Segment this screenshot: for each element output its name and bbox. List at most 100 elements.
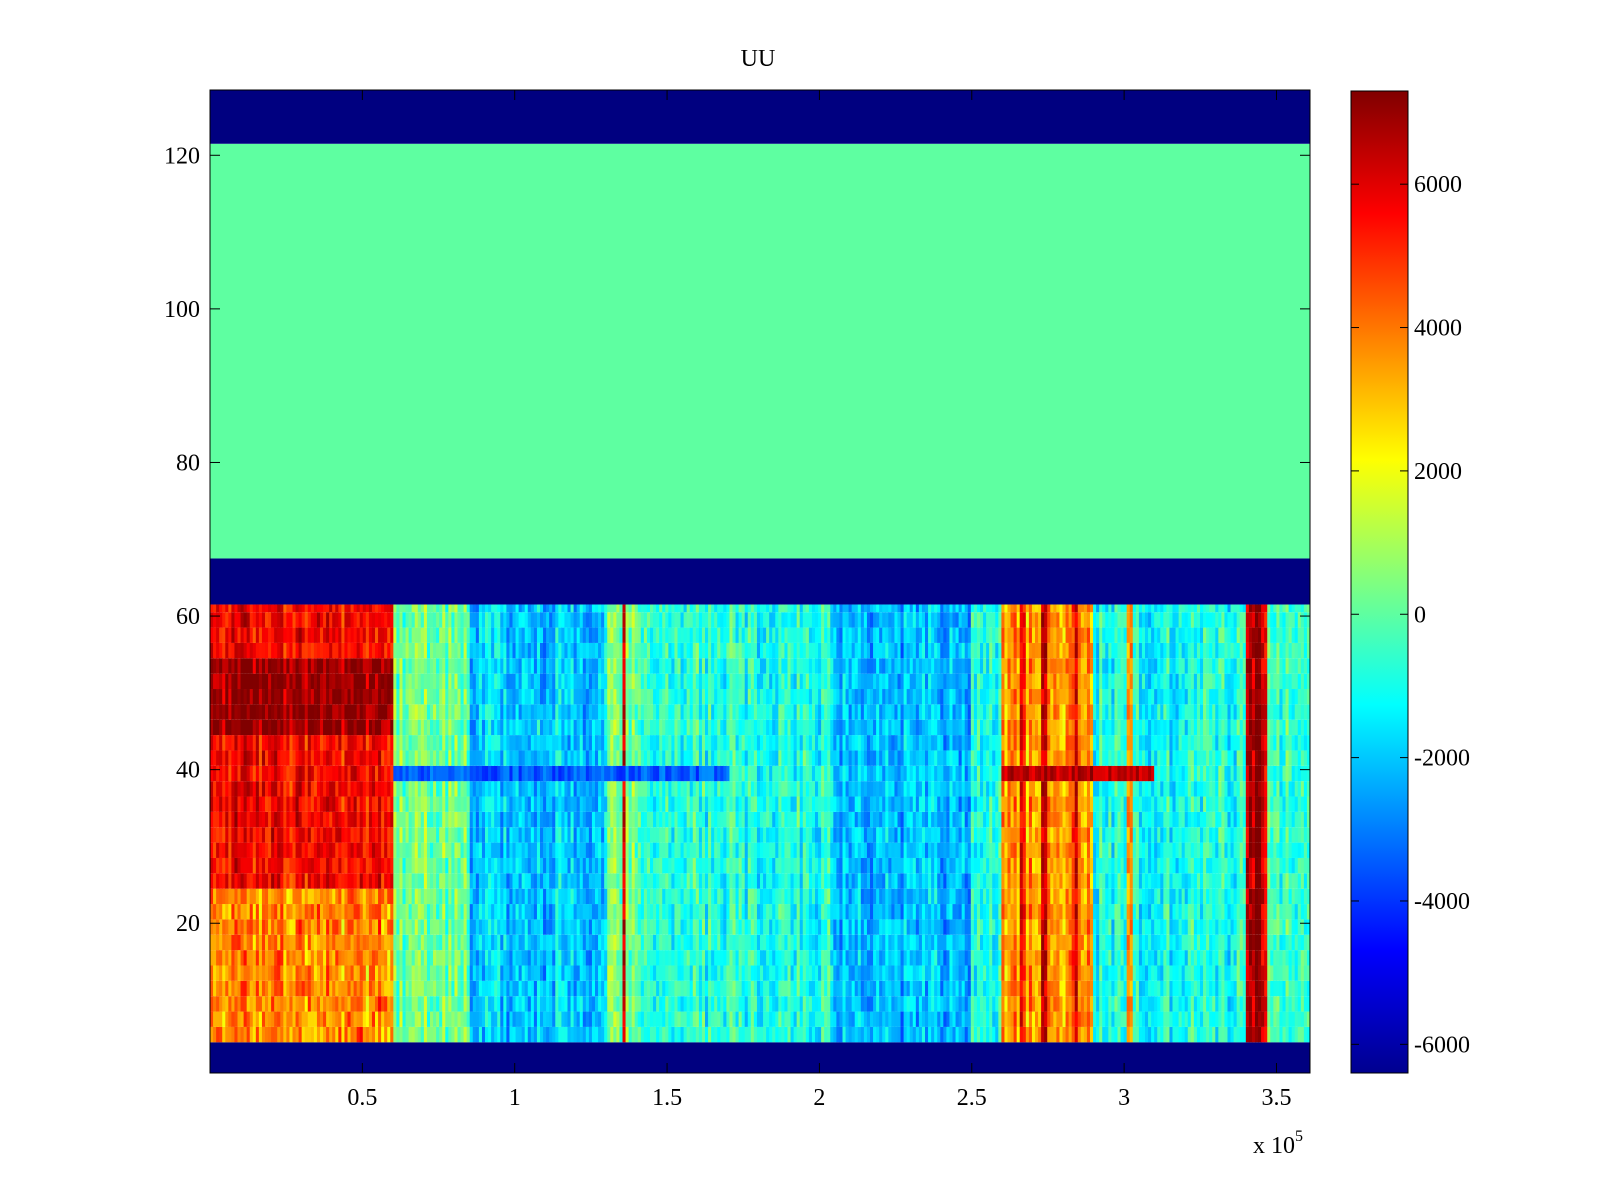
heatmap-cell (518, 919, 523, 935)
heatmap-cell (246, 673, 251, 690)
heatmap-cell (530, 857, 535, 874)
heatmap-cell (390, 827, 394, 843)
heatmap-cell (384, 627, 388, 643)
heatmap-cell (671, 704, 676, 720)
heatmap-cell (316, 642, 321, 659)
heatmap-cell (219, 965, 223, 981)
heatmap-cell (708, 642, 712, 659)
heatmap-cell (396, 888, 401, 905)
heatmap-cell (231, 604, 236, 613)
heatmap-cell (527, 642, 532, 659)
heatmap-cell (430, 827, 434, 843)
heatmap-cell (475, 919, 480, 935)
heatmap-cell (265, 827, 269, 843)
heatmap-cell (576, 658, 581, 674)
heatmap-cell (720, 827, 724, 843)
heatmap-cell (683, 904, 688, 920)
heatmap-cell (390, 689, 394, 705)
heatmap-cell (430, 719, 434, 736)
heatmap-cell (518, 888, 523, 905)
heatmap-cell (485, 904, 489, 920)
heatmap-cell (304, 612, 309, 628)
heatmap-cell (445, 873, 449, 889)
heatmap-cell (546, 735, 550, 751)
heatmap-cell (607, 934, 611, 951)
heatmap-cell (423, 604, 428, 613)
heatmap-cell (637, 873, 642, 889)
heatmap-cell (466, 934, 471, 951)
heatmap-cell (436, 796, 440, 812)
heatmap-cell (662, 996, 666, 1012)
heatmap-cell (433, 781, 437, 797)
heatmap-cell (436, 781, 440, 797)
heatmap-cell (350, 842, 355, 858)
heatmap-cell (433, 704, 437, 720)
heatmap-cell (631, 996, 636, 1012)
heatmap-cell (451, 873, 456, 889)
heatmap-cell (613, 796, 617, 812)
heatmap-cell (610, 612, 614, 628)
heatmap-cell (393, 980, 397, 997)
heatmap-cell (475, 1026, 480, 1043)
heatmap-cell (497, 811, 501, 828)
heatmap-cell (540, 627, 544, 643)
heatmap-cell (356, 827, 361, 843)
heatmap-cell (729, 750, 734, 766)
heatmap-cell (442, 950, 446, 966)
heatmap-cell (634, 673, 639, 690)
heatmap-cell (439, 719, 443, 736)
heatmap-cell (579, 658, 584, 674)
heatmap-cell (558, 857, 562, 874)
heatmap-cell (402, 980, 407, 997)
heatmap-cell (436, 689, 440, 705)
heatmap-cell (481, 604, 486, 613)
heatmap-cell (249, 950, 254, 966)
heatmap-cell (280, 934, 284, 951)
heatmap-cell (576, 604, 581, 613)
heatmap-cell (460, 627, 465, 643)
heatmap-cell (478, 919, 483, 935)
heatmap-cell (650, 704, 654, 720)
heatmap-cell (732, 857, 737, 874)
heatmap-cell (365, 980, 370, 997)
heatmap-cell (466, 873, 471, 889)
heatmap-cell (277, 627, 281, 643)
heatmap-cell (601, 827, 605, 843)
heatmap-cell (460, 1011, 465, 1027)
heatmap-cell (332, 873, 336, 889)
heatmap-cell (659, 627, 663, 643)
heatmap-cell (280, 965, 284, 981)
heatmap-cell (579, 689, 584, 705)
heatmap-cell (543, 996, 547, 1012)
heatmap-cell (277, 1011, 281, 1027)
heatmap-cell (720, 796, 724, 812)
heatmap-cell (307, 842, 312, 858)
heatmap-cell (451, 719, 456, 736)
heatmap-cell (399, 857, 404, 874)
heatmap-cell (381, 980, 385, 997)
heatmap-cell (494, 857, 498, 874)
heatmap-cell (222, 1026, 226, 1043)
heatmap-cell (530, 1026, 535, 1043)
heatmap-cell (625, 627, 630, 643)
heatmap-cell (359, 658, 364, 674)
heatmap-cell (436, 888, 440, 905)
heatmap-cell (533, 842, 538, 858)
heatmap-cell (576, 765, 581, 782)
heatmap-cell (222, 765, 226, 782)
heatmap-cell (711, 857, 715, 874)
heatmap-cell (240, 888, 245, 905)
heatmap-cell (674, 604, 679, 613)
heatmap-cell (478, 857, 483, 874)
heatmap-cell (442, 781, 446, 797)
heatmap-cell (503, 627, 507, 643)
heatmap-cell (610, 965, 614, 981)
heatmap-cell (729, 765, 734, 782)
heatmap-cell (518, 842, 523, 858)
heatmap-cell (683, 811, 688, 828)
heatmap-cell (420, 719, 425, 736)
heatmap-cell (384, 980, 388, 997)
heatmap-cell (567, 765, 572, 782)
heatmap-cell (316, 627, 321, 643)
heatmap-cell (595, 904, 599, 920)
